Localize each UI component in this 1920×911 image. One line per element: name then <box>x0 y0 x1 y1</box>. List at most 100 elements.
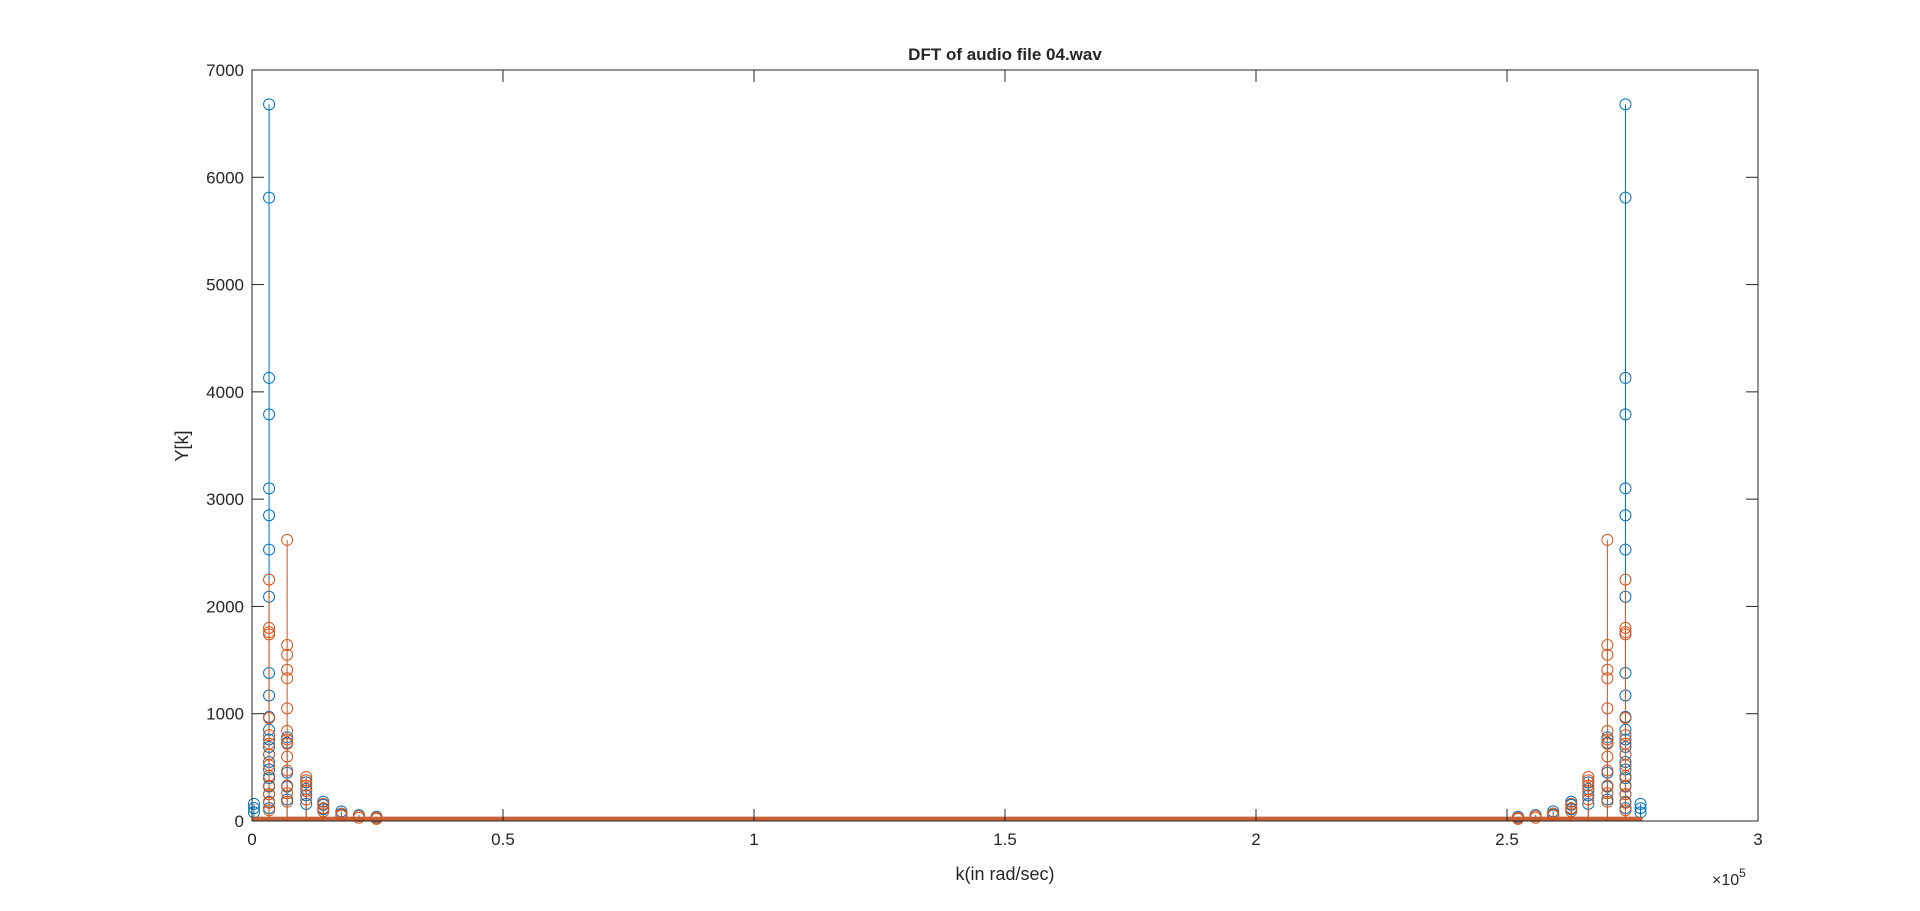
stem-marker <box>1601 724 1614 737</box>
stem-marker <box>1619 371 1632 384</box>
stem-marker <box>281 533 294 546</box>
stem-marker <box>1619 482 1632 495</box>
x-axis-exponent-base: ×10 <box>1712 872 1739 889</box>
stem-marker <box>263 573 276 586</box>
stem-marker <box>281 795 294 808</box>
stem-marker <box>1601 779 1614 792</box>
x-tick-label: 0 <box>247 830 256 849</box>
x-axis-exponent: ×105 <box>1712 866 1746 889</box>
stem-marker <box>1634 802 1647 815</box>
stem-marker <box>300 779 313 792</box>
stem-marker <box>1601 787 1614 800</box>
stem-marker <box>1529 811 1542 824</box>
stem-marker <box>263 796 276 809</box>
stem-marker <box>1582 771 1595 784</box>
stem-marker <box>352 811 365 824</box>
series-1 <box>252 533 1643 825</box>
plot-area <box>252 70 1758 821</box>
stem-marker <box>300 784 313 797</box>
stem-marker <box>281 787 294 800</box>
series-layer <box>248 98 1647 825</box>
stem-marker <box>1619 98 1632 111</box>
stem-marker <box>281 764 294 777</box>
stem-marker <box>263 788 276 801</box>
stem-marker <box>1619 788 1632 801</box>
stem-marker <box>1619 769 1632 782</box>
stem-marker <box>1601 702 1614 715</box>
baseline-band <box>252 816 1643 821</box>
x-tick-label: 1 <box>749 830 758 849</box>
stem-marker <box>263 628 276 641</box>
stem-marker <box>1619 509 1632 522</box>
stem-marker <box>317 797 330 810</box>
y-tick-label: 3000 <box>206 490 244 509</box>
stem-marker <box>248 802 261 815</box>
stem-marker <box>1565 797 1578 810</box>
stem-marker <box>248 797 261 810</box>
stem-marker <box>1634 797 1647 810</box>
stem-marker <box>1601 750 1614 763</box>
stem-marker <box>1582 779 1595 792</box>
stem-marker <box>263 371 276 384</box>
y-tick-label: 6000 <box>206 168 244 187</box>
stem-marker <box>1601 533 1614 546</box>
stem-marker <box>281 750 294 763</box>
stem-marker <box>263 621 276 634</box>
y-tick-label: 0 <box>235 812 244 831</box>
x-tick-label: 2 <box>1251 830 1260 849</box>
stem-marker <box>1601 639 1614 652</box>
stem-marker <box>1619 408 1632 421</box>
stem-marker <box>1619 621 1632 634</box>
x-tick-label: 3 <box>1753 830 1762 849</box>
stem-marker <box>281 672 294 685</box>
stem-marker <box>281 733 294 746</box>
y-axis-label: Y[k] <box>172 430 192 461</box>
stem-marker <box>263 769 276 782</box>
stem-marker <box>1619 712 1632 725</box>
stem-marker <box>1619 779 1632 792</box>
stem-marker <box>300 793 313 806</box>
stem-marker <box>281 639 294 652</box>
stem-marker <box>281 648 294 661</box>
y-tick-label: 7000 <box>206 61 244 80</box>
stem-marker <box>1512 812 1525 825</box>
stem-marker <box>263 543 276 556</box>
stem-marker <box>263 191 276 204</box>
stem-marker <box>1619 543 1632 556</box>
x-tick-label: 0.5 <box>491 830 515 849</box>
stem-marker <box>281 779 294 792</box>
stem-marker <box>263 482 276 495</box>
y-tick-label: 1000 <box>206 705 244 724</box>
x-tick-label: 1.5 <box>993 830 1017 849</box>
stem-marker <box>263 408 276 421</box>
stem-marker <box>317 805 330 818</box>
stem-marker <box>263 729 276 742</box>
chart-title: DFT of audio file 04.wav <box>908 45 1102 64</box>
y-tick-label: 4000 <box>206 383 244 402</box>
stem-marker <box>1619 796 1632 809</box>
stem-marker <box>1565 802 1578 815</box>
stem-marker <box>263 98 276 111</box>
stem-marker <box>1601 663 1614 676</box>
stem-marker <box>263 804 276 817</box>
stem-marker <box>1601 648 1614 661</box>
x-tick-label: 2.5 <box>1495 830 1519 849</box>
stem-marker <box>1565 805 1578 818</box>
stem-marker <box>1619 573 1632 586</box>
stem-marker <box>1601 733 1614 746</box>
stem-marker <box>1601 764 1614 777</box>
ticks-layer: 0 0.5 1 1.5 2 2.5 3 0 1000 2000 3000 4000 5000 6000 70… <box>206 61 1763 849</box>
stem-marker <box>1619 804 1632 817</box>
stem-marker <box>317 802 330 815</box>
stem-marker <box>1601 795 1614 808</box>
stem-marker <box>281 702 294 715</box>
stem-marker <box>281 737 294 750</box>
y-tick-label: 5000 <box>206 276 244 295</box>
stem-marker <box>300 771 313 784</box>
stem-marker <box>263 779 276 792</box>
stem-marker <box>1619 729 1632 742</box>
stem-marker <box>1619 191 1632 204</box>
stem-marker <box>1601 672 1614 685</box>
stem-marker <box>1582 793 1595 806</box>
